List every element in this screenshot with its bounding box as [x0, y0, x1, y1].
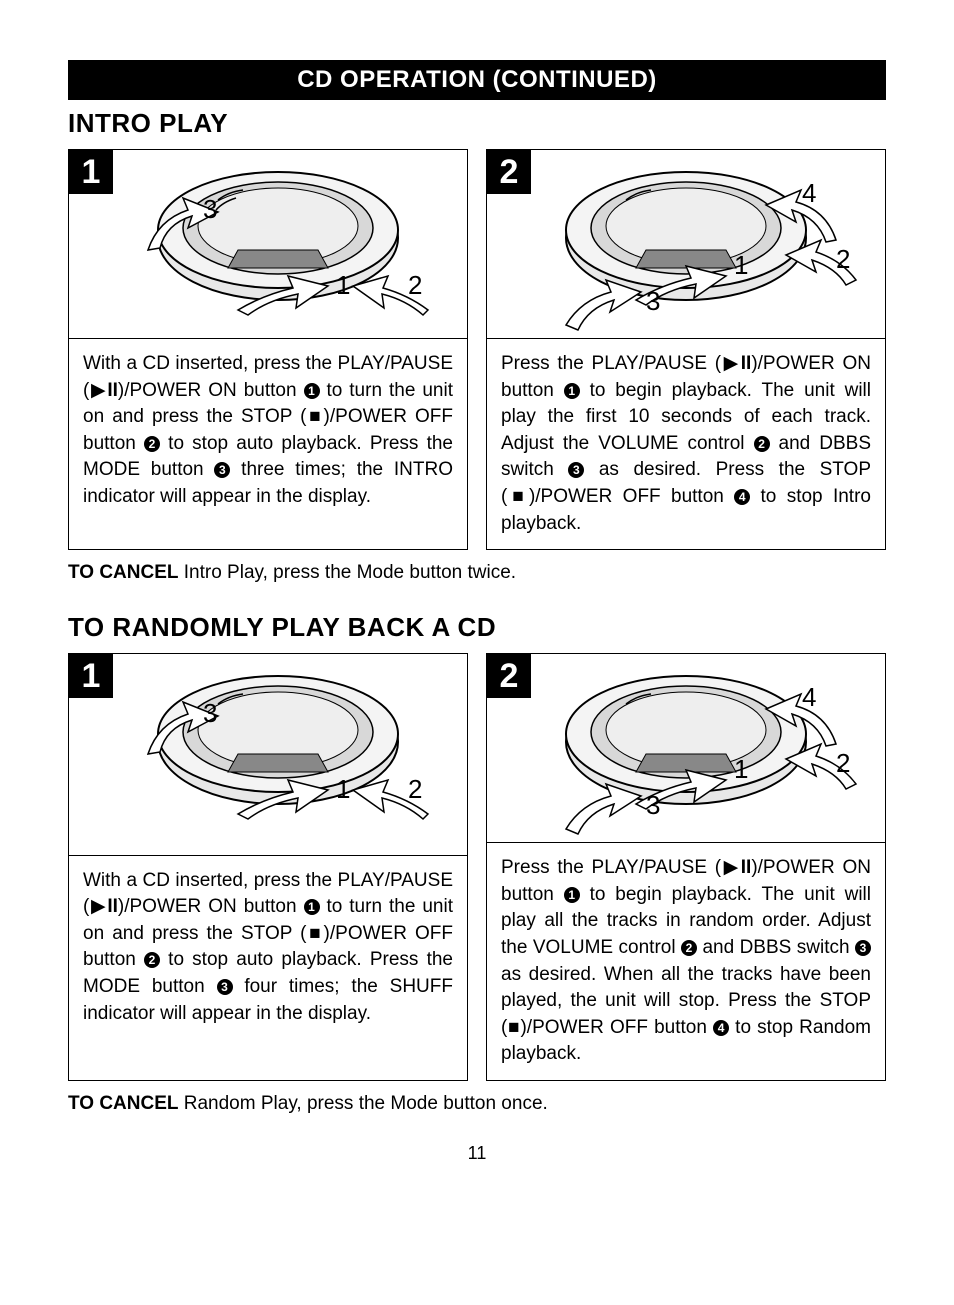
- callout-2: 2: [836, 244, 850, 274]
- svg-text:2: 2: [408, 774, 422, 804]
- cd-player-diagram-1: 3 1 2: [88, 150, 448, 336]
- callout-1: 1: [336, 270, 350, 300]
- callout-3: 3: [203, 194, 217, 224]
- intro-images-row: 1 3 1 2: [68, 149, 886, 550]
- svg-text:1: 1: [734, 754, 748, 784]
- intro-step2-text: Press the PLAY/PAUSE (▶II)/POWER ON butt…: [486, 339, 886, 550]
- random-step2-panel: 2 4 2 1 3: [486, 653, 886, 843]
- random-images-row: 1 3 1 2 With a CD inserted, press the PL…: [68, 653, 886, 1081]
- random-step1-text: With a CD inserted, press the PLAY/PAUSE…: [68, 856, 468, 1081]
- svg-text:2: 2: [836, 748, 850, 778]
- svg-text:4: 4: [802, 682, 816, 712]
- ref-3: 3: [214, 462, 230, 478]
- ref-3: 3: [855, 940, 871, 956]
- step-number: 1: [69, 150, 113, 194]
- step-number: 2: [487, 150, 531, 194]
- step-number: 2: [487, 654, 531, 698]
- random-cancel-note: TO CANCEL Random Play, press the Mode bu…: [68, 1093, 886, 1115]
- ref-3: 3: [217, 979, 233, 995]
- svg-text:1: 1: [336, 774, 350, 804]
- ref-1: 1: [564, 887, 580, 903]
- play-pause-icon: ▶II: [89, 896, 118, 917]
- play-pause-icon: ▶II: [721, 353, 751, 374]
- intro-step1-text: With a CD inserted, press the PLAY/PAUSE…: [68, 339, 468, 550]
- page-number: 11: [68, 1143, 886, 1164]
- ref-3: 3: [568, 462, 584, 478]
- ref-2: 2: [681, 940, 697, 956]
- cd-player-diagram-2: 4 2 1 3: [506, 150, 866, 336]
- ref-1: 1: [564, 383, 580, 399]
- stop-icon: ■: [306, 923, 323, 944]
- ref-2: 2: [144, 952, 160, 968]
- random-step1-panel: 1 3 1 2: [68, 653, 468, 855]
- random-step2-text: Press the PLAY/PAUSE (▶II)/POWER ON butt…: [486, 843, 886, 1081]
- ref-1: 1: [304, 899, 320, 915]
- callout-1: 1: [734, 250, 748, 280]
- intro-step2-panel: 2 4 2 1 3: [486, 149, 886, 339]
- callout-3: 3: [646, 286, 660, 316]
- ref-4: 4: [713, 1020, 729, 1036]
- page-header: CD OPERATION (CONTINUED): [68, 60, 886, 100]
- stop-icon: ■: [507, 1017, 520, 1038]
- play-pause-icon: ▶II: [721, 857, 751, 878]
- cd-player-diagram-3: 3 1 2: [88, 654, 448, 840]
- callout-4: 4: [802, 178, 816, 208]
- ref-2: 2: [144, 436, 160, 452]
- svg-text:3: 3: [646, 790, 660, 820]
- ref-2: 2: [754, 436, 770, 452]
- intro-step1-panel: 1 3 1 2: [68, 149, 468, 339]
- section-random-title: TO RANDOMLY PLAY BACK A CD: [68, 612, 886, 643]
- callout-2: 2: [408, 270, 422, 300]
- ref-4: 4: [734, 489, 750, 505]
- stop-icon: ■: [507, 486, 529, 507]
- section-intro-title: INTRO PLAY: [68, 108, 886, 139]
- cd-player-diagram-4: 4 2 1 3: [506, 654, 866, 840]
- play-pause-icon: ▶II: [89, 380, 118, 401]
- svg-text:3: 3: [203, 698, 217, 728]
- ref-1: 1: [304, 383, 320, 399]
- step-number: 1: [69, 654, 113, 698]
- intro-cancel-note: TO CANCEL Intro Play, press the Mode but…: [68, 562, 886, 584]
- stop-icon: ■: [306, 406, 323, 427]
